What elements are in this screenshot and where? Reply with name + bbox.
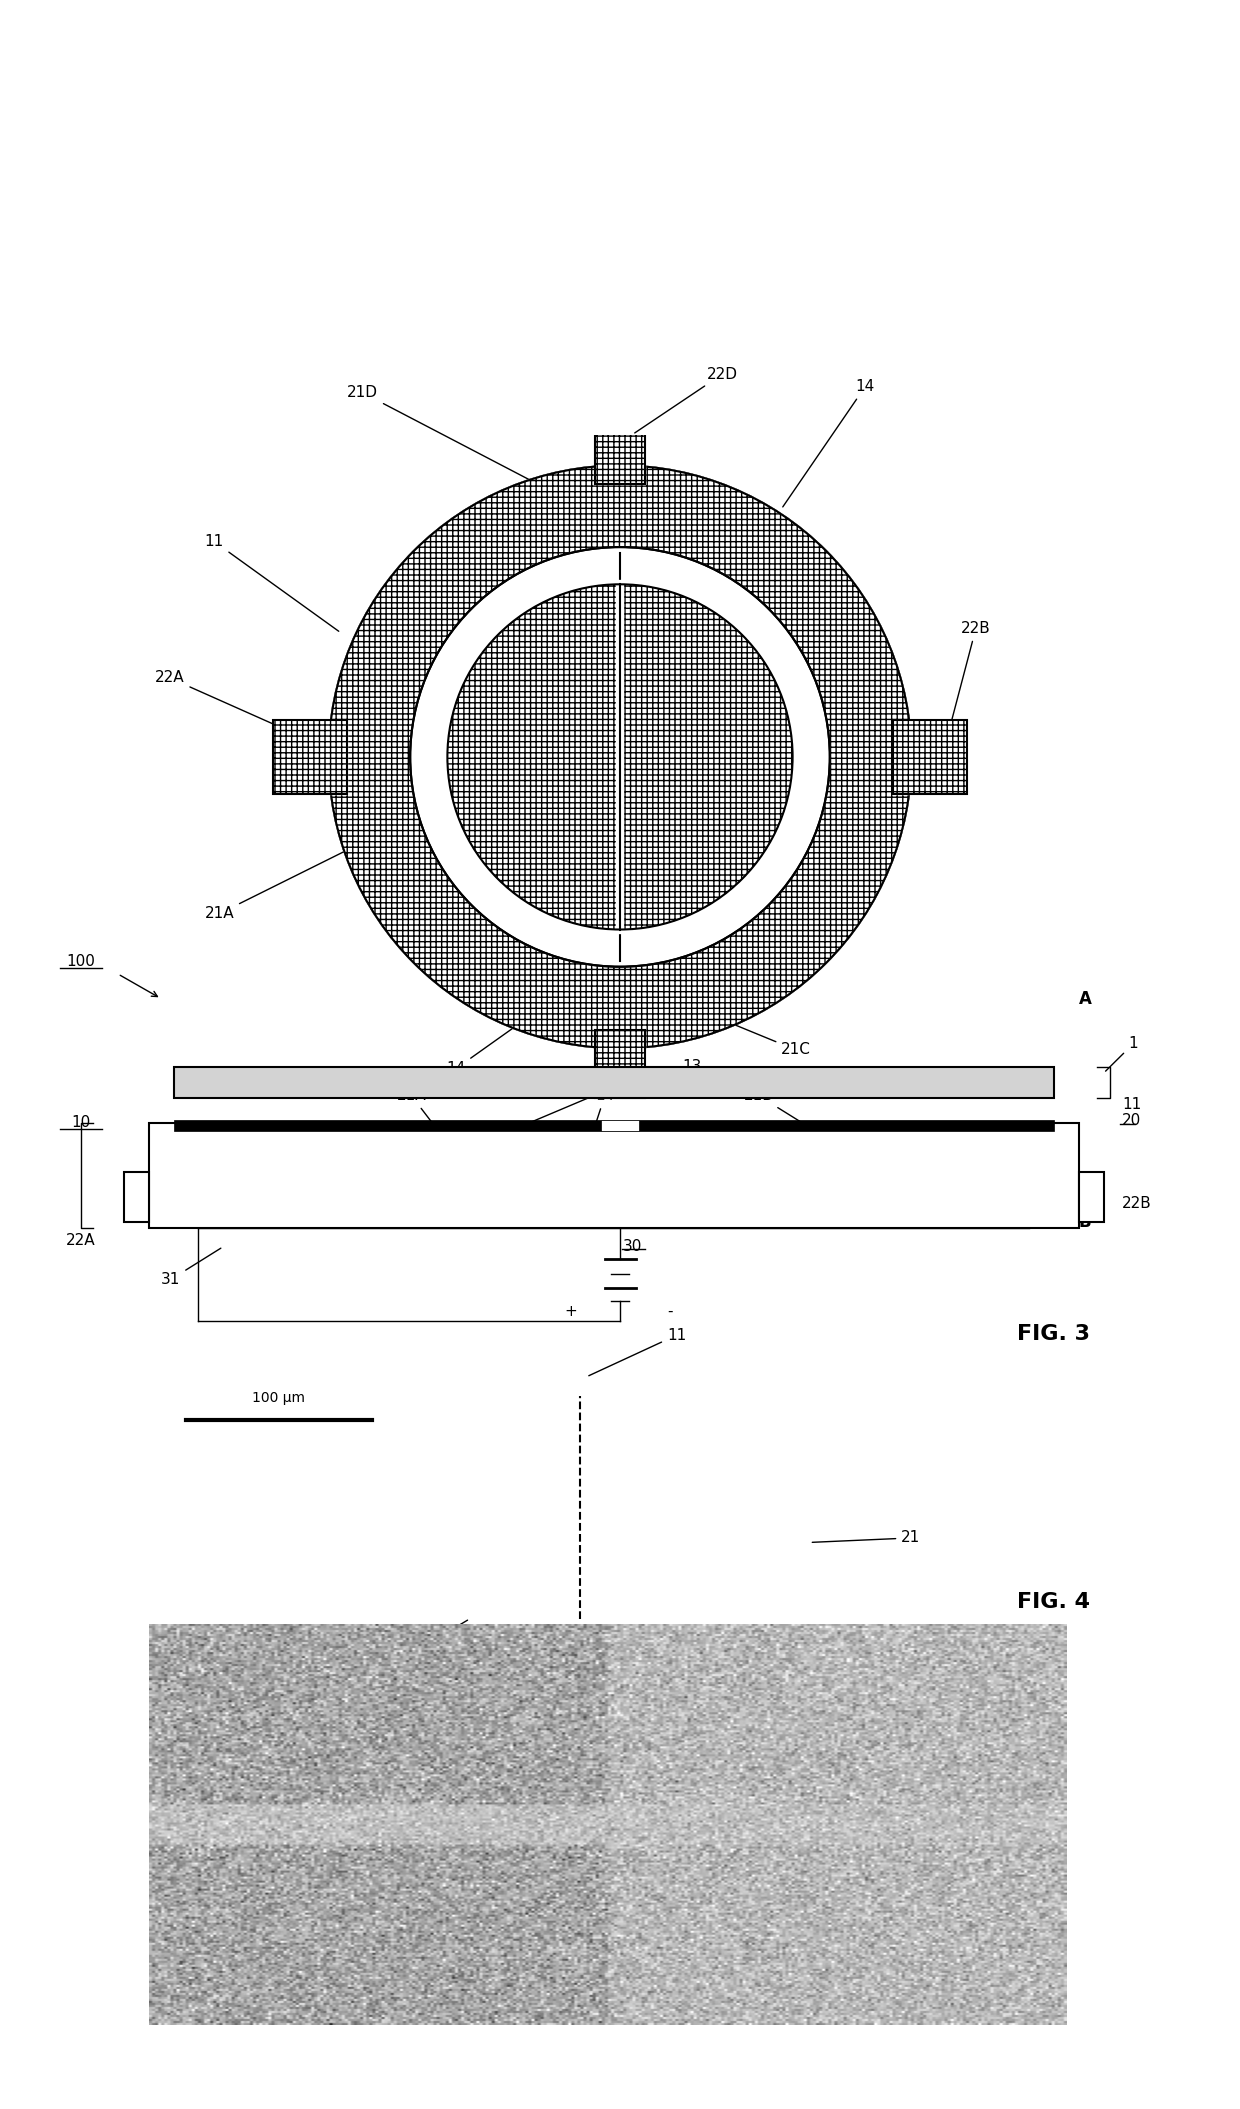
Circle shape [329,466,911,1048]
Text: 12: 12 [405,1620,467,1660]
Bar [1079,1173,1104,1221]
Text: 22B: 22B [950,620,991,730]
Text: +: + [564,1303,577,1318]
Bar [601,1120,639,1130]
Bar [124,1173,149,1221]
Text: 11: 11 [205,534,339,631]
Text: 21B: 21B [744,1088,804,1124]
Text: 14: 14 [782,380,875,506]
Bar [273,719,347,795]
Text: 22A: 22A [155,671,289,732]
Text: 14: 14 [446,962,605,1076]
Text: 11: 11 [589,1329,686,1375]
Text: 11: 11 [1122,1097,1142,1111]
Text: 1: 1 [1106,1036,1138,1071]
Bar [893,719,967,795]
Bar [595,1029,645,1099]
Text: A: A [1079,989,1091,1008]
Text: B: B [1079,1213,1091,1232]
Bar [595,1029,645,1099]
Text: 22A: 22A [66,1234,95,1249]
Bar [595,415,645,485]
Text: 22B: 22B [1122,1196,1152,1211]
Text: 21A: 21A [205,795,458,922]
Text: 22C: 22C [496,1080,630,1139]
Text: 12: 12 [347,1166,469,1181]
Bar [273,719,347,795]
Text: 31: 31 [161,1249,221,1286]
Text: 21D: 21D [347,386,556,494]
Bar [174,1120,1054,1130]
Text: 10: 10 [71,1116,91,1130]
Text: 20: 20 [1122,1114,1142,1128]
Text: FIG. 3: FIG. 3 [1017,1324,1090,1343]
Bar [893,719,967,795]
Text: 21A: 21A [397,1088,433,1122]
Bar [273,719,347,795]
Text: -: - [667,1303,672,1318]
Text: 21B: 21B [737,797,780,922]
Bar [595,1029,645,1099]
Text: 100: 100 [66,953,95,968]
Bar [595,415,645,485]
Wedge shape [620,553,823,960]
Bar [893,719,967,795]
Text: 21: 21 [812,1531,920,1546]
Bar [174,1067,1054,1099]
Wedge shape [448,584,620,930]
Wedge shape [417,553,620,960]
Wedge shape [620,584,792,930]
Text: 22D: 22D [635,367,738,432]
Text: 13: 13 [682,1059,702,1092]
Bar [595,415,645,485]
Text: 30: 30 [622,1240,642,1255]
Text: 21C: 21C [709,1014,811,1057]
Text: 14: 14 [595,1088,615,1122]
Bar [149,1122,1079,1227]
Text: 100 μm: 100 μm [253,1392,305,1405]
Text: FIG. 4: FIG. 4 [1017,1592,1090,1613]
